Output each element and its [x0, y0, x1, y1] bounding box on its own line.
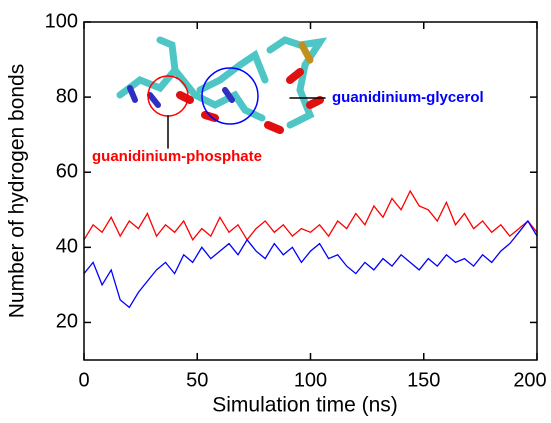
data-line [83, 219, 538, 309]
x-axis-title: Simulation time (ns) [212, 394, 398, 417]
molecule-illustration [116, 36, 328, 149]
x-tick-label: 150 [407, 369, 440, 391]
x-tick-label: 200 [513, 369, 546, 391]
x-tick-label: 50 [186, 369, 208, 391]
y-axis-title: Number of hydrogen bonds [6, 64, 29, 319]
plot-frame [83, 21, 538, 361]
y-tick-label: 100 [45, 10, 78, 32]
x-tick-label: 0 [78, 369, 89, 391]
y-tick-label: 40 [56, 236, 78, 258]
series-label: guanidinium-glycerol [332, 89, 484, 106]
y-tick-label: 20 [56, 311, 78, 333]
y-tick-label: 60 [56, 161, 78, 183]
y-tick-label: 80 [56, 85, 78, 107]
data-line [83, 189, 538, 242]
x-tick-label: 100 [294, 369, 327, 391]
series-label: guanidinium-phosphate [92, 148, 262, 165]
